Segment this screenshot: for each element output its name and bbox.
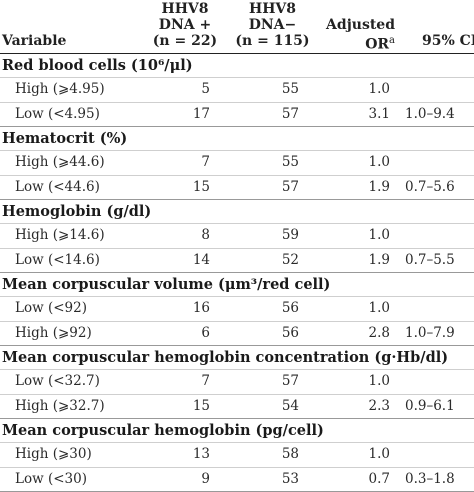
row-divider bbox=[0, 394, 474, 395]
row-label: High (⩾92) bbox=[15, 325, 92, 341]
section-divider bbox=[0, 418, 474, 419]
adjusted-or-header: Adjusted ORa bbox=[315, 17, 395, 53]
section-title: Hemoglobin (g/dl) bbox=[2, 203, 152, 220]
hhv8-negative-count: 56 bbox=[281, 300, 299, 316]
ci-value: 0.3–1.8 bbox=[405, 471, 455, 487]
hhv8-negative-count: 55 bbox=[281, 154, 299, 170]
hhv8-positive-count: 9 bbox=[201, 471, 210, 487]
section-divider bbox=[0, 126, 474, 127]
hhv8-positive-count: 5 bbox=[201, 81, 210, 97]
hhv8-negative-count: 57 bbox=[281, 179, 299, 195]
adjusted-or-label: OR bbox=[365, 36, 390, 53]
row-label: High (⩾30) bbox=[15, 446, 92, 462]
hhv8-positive-line2: DNA + bbox=[158, 17, 212, 33]
row-divider bbox=[0, 442, 474, 443]
adjusted-or-footnote: a bbox=[389, 35, 395, 46]
hhv8-negative-count: 55 bbox=[281, 81, 299, 97]
hhv8-positive-count: 16 bbox=[192, 300, 210, 316]
hhv8-negative-count: 52 bbox=[281, 252, 299, 268]
row-divider bbox=[0, 296, 474, 297]
row-divider bbox=[0, 150, 474, 151]
row-divider bbox=[0, 248, 474, 249]
hhv8-positive-count: 8 bbox=[201, 227, 210, 243]
hhv8-negative-count: 54 bbox=[281, 398, 299, 414]
adjusted-or-value: 1.9 bbox=[368, 179, 390, 195]
adjusted-or-value: 1.0 bbox=[368, 300, 390, 316]
hhv8-positive-count: 15 bbox=[192, 398, 210, 414]
row-label: High (⩾32.7) bbox=[15, 398, 105, 414]
ci-value: 1.0–9.4 bbox=[405, 106, 455, 122]
hhv8-negative-header: HHV8 DNA− (n = 115) bbox=[225, 1, 320, 49]
hhv8-positive-count: 6 bbox=[201, 325, 210, 341]
section-title: Mean corpuscular volume (μm³/red cell) bbox=[2, 276, 331, 293]
hhv8-negative-count: 57 bbox=[281, 106, 299, 122]
row-divider bbox=[0, 77, 474, 78]
ci-value: 0.7–5.5 bbox=[405, 252, 455, 268]
hhv8-positive-header: HHV8 DNA + (n = 22) bbox=[140, 1, 230, 49]
adjusted-or-value: 1.0 bbox=[368, 446, 390, 462]
hhv8-negative-line2: DNA− bbox=[248, 17, 297, 33]
hhv8-negative-count: 53 bbox=[281, 471, 299, 487]
adjusted-or-line2: ORa bbox=[315, 33, 395, 53]
section-title: Mean corpuscular hemoglobin (pg/cell) bbox=[2, 422, 324, 439]
row-label: High (⩾44.6) bbox=[15, 154, 105, 170]
hhv8-negative-count: 58 bbox=[281, 446, 299, 462]
row-label: Low (<4.95) bbox=[15, 106, 100, 122]
row-divider bbox=[0, 321, 474, 322]
adjusted-or-value: 3.1 bbox=[368, 106, 390, 122]
row-label: Low (<32.7) bbox=[15, 373, 100, 389]
section-title: Red blood cells (10⁶/μl) bbox=[2, 57, 193, 74]
hhv8-positive-count: 13 bbox=[192, 446, 210, 462]
ci-value: 0.7–5.6 bbox=[405, 179, 455, 195]
adjusted-or-value: 2.8 bbox=[368, 325, 390, 341]
adjusted-or-value: 2.3 bbox=[368, 398, 390, 414]
section-title: Mean corpuscular hemoglobin concentratio… bbox=[2, 349, 449, 366]
ci-value: 0.9–6.1 bbox=[405, 398, 455, 414]
hhv8-positive-count: 7 bbox=[201, 154, 210, 170]
hhv8-positive-count: 15 bbox=[192, 179, 210, 195]
adjusted-or-value: 1.0 bbox=[368, 154, 390, 170]
row-divider bbox=[0, 175, 474, 176]
row-label: High (⩾14.6) bbox=[15, 227, 105, 243]
hhv8-negative-count: 56 bbox=[281, 325, 299, 341]
row-divider bbox=[0, 223, 474, 224]
ci-value: 1.0–7.9 bbox=[405, 325, 455, 341]
hhv8-negative-count: 57 bbox=[281, 373, 299, 389]
adjusted-or-value: 0.7 bbox=[368, 471, 390, 487]
row-label: High (⩾4.95) bbox=[15, 81, 105, 97]
row-label: Low (<44.6) bbox=[15, 179, 100, 195]
row-divider bbox=[0, 467, 474, 468]
ci-header: 95% CI bbox=[422, 33, 474, 49]
adjusted-or-value: 1.9 bbox=[368, 252, 390, 268]
hhv8-negative-count: 59 bbox=[281, 227, 299, 243]
section-divider bbox=[0, 345, 474, 346]
hhv8-positive-n: (n = 22) bbox=[152, 33, 218, 49]
header-rule bbox=[0, 53, 474, 54]
row-label: Low (<30) bbox=[15, 471, 87, 487]
row-label: Low (<92) bbox=[15, 300, 87, 316]
hhv8-positive-count: 14 bbox=[192, 252, 210, 268]
adjusted-or-value: 1.0 bbox=[368, 81, 390, 97]
hhv8-positive-count: 7 bbox=[201, 373, 210, 389]
adjusted-or-line1: Adjusted bbox=[326, 17, 395, 33]
hhv8-positive-count: 17 bbox=[192, 106, 210, 122]
row-label: Low (<14.6) bbox=[15, 252, 100, 268]
section-divider bbox=[0, 199, 474, 200]
row-divider bbox=[0, 369, 474, 370]
hhv8-positive-line1: HHV8 bbox=[161, 1, 209, 17]
row-divider bbox=[0, 102, 474, 103]
adjusted-or-value: 1.0 bbox=[368, 227, 390, 243]
section-title: Hematocrit (%) bbox=[2, 130, 128, 147]
hhv8-negative-n: (n = 115) bbox=[235, 33, 310, 49]
adjusted-or-value: 1.0 bbox=[368, 373, 390, 389]
hhv8-negative-line1: HHV8 bbox=[248, 1, 297, 17]
variable-header: Variable bbox=[2, 33, 67, 49]
section-divider bbox=[0, 272, 474, 273]
